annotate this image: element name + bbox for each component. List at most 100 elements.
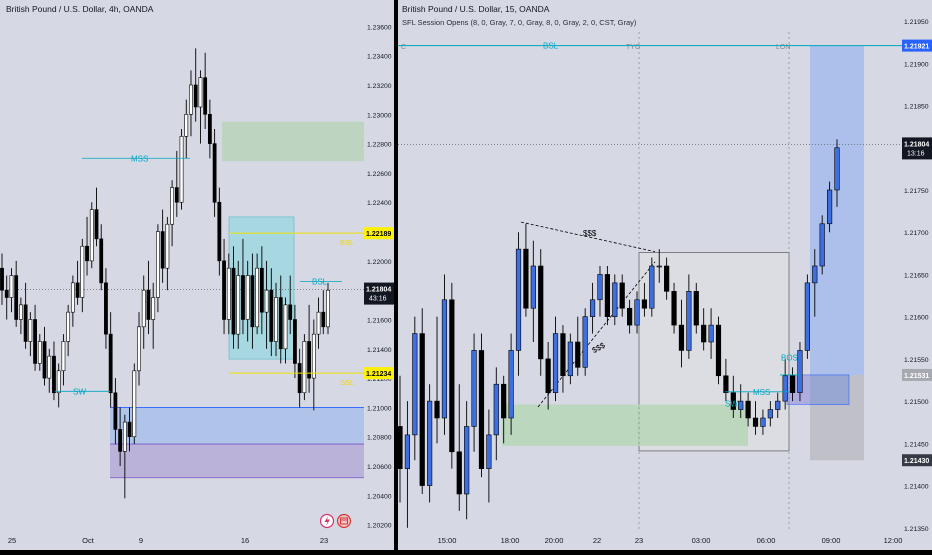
candle <box>189 70 193 137</box>
candle <box>226 253 231 335</box>
candle-body <box>28 319 33 342</box>
candle <box>404 401 411 528</box>
price-tick-label: 1.21000 <box>367 405 392 412</box>
panel-divider[interactable] <box>394 0 398 550</box>
candle <box>151 282 156 349</box>
candle-body <box>217 201 222 262</box>
calendar-event-icon[interactable] <box>336 513 352 529</box>
candle-body <box>288 304 293 320</box>
price-tick-label: 1.21850 <box>904 104 929 111</box>
current-price-marker-bg <box>902 137 932 160</box>
candle <box>4 275 9 320</box>
candle-body <box>203 77 208 115</box>
candle-body <box>52 355 56 394</box>
candle-body <box>198 77 203 108</box>
candle <box>449 282 455 469</box>
chart-4h-price-axis[interactable]: 1.23600 1.23400 1.23200 1.23000 1.22800 1.226… <box>364 24 394 530</box>
candle-body <box>4 289 9 298</box>
candle-body <box>259 267 264 313</box>
candle-body <box>834 147 840 191</box>
candle-body <box>619 282 625 309</box>
level-marker-value: 1.21234 <box>366 371 391 378</box>
candle-body <box>113 392 118 430</box>
chart-4h-plot[interactable]: MSS SW BSL BSL SSL <box>0 48 364 499</box>
candle-body <box>255 267 260 328</box>
candle-body <box>641 299 648 309</box>
session-label-lon: LON <box>776 44 790 51</box>
candle <box>9 268 14 313</box>
left-axis-bg <box>364 0 394 550</box>
candle <box>834 139 840 207</box>
lightning-icon[interactable] <box>319 513 335 529</box>
candle-body <box>99 238 104 284</box>
candle-body <box>141 289 146 328</box>
candle <box>75 260 80 305</box>
candle <box>552 316 559 402</box>
candle <box>738 384 744 418</box>
candle-body <box>321 311 326 328</box>
candle <box>170 180 174 247</box>
candle-body <box>419 333 425 486</box>
candle <box>804 274 810 359</box>
price-tick-label: 1.21750 <box>904 188 929 195</box>
candle-body <box>18 304 23 320</box>
candle-body <box>122 421 127 452</box>
candle-body <box>293 319 297 364</box>
candle-body <box>782 375 788 402</box>
candle-body <box>449 299 455 453</box>
candle <box>165 216 170 291</box>
candle <box>597 266 603 317</box>
candle-body <box>274 297 278 342</box>
candle-body <box>715 324 722 377</box>
candle-body <box>508 350 514 419</box>
candle <box>80 238 85 313</box>
chart-4h-time-axis[interactable]: 25 Oct 9 16 23 <box>8 536 328 545</box>
candle <box>708 308 714 359</box>
candle-body <box>33 319 37 364</box>
current-price-marker-value: 1.21804 <box>366 287 391 294</box>
price-tick-label: 1.21500 <box>904 399 929 406</box>
candle <box>775 392 781 418</box>
candle <box>104 268 108 349</box>
candle-body <box>89 209 94 262</box>
candle <box>826 181 833 233</box>
candle <box>311 319 316 411</box>
price-tick-label: 1.20600 <box>367 464 392 471</box>
candle-body <box>434 400 440 419</box>
candle-body <box>819 223 825 267</box>
chart-15m-price-axis[interactable]: 1.219501.219001.218501.218001.217501.217… <box>902 19 932 533</box>
time-tick-label: 23 <box>635 536 643 545</box>
candle-body <box>464 426 470 495</box>
candle-body <box>804 282 810 351</box>
candle <box>797 342 803 402</box>
candle <box>789 367 796 402</box>
candle-body <box>767 409 773 419</box>
candle <box>250 253 255 349</box>
candle <box>23 282 28 349</box>
candle-body <box>189 84 193 115</box>
candle <box>419 308 425 494</box>
candle <box>269 268 274 357</box>
candle-body <box>316 311 321 335</box>
chart-15m-time-axis[interactable]: 15:00 18:00 20:00 22 23 03:00 06:00 09:00 12:00 <box>438 536 903 545</box>
candle <box>122 414 127 499</box>
candle <box>278 275 283 364</box>
candle-body <box>745 400 751 419</box>
candle <box>156 224 160 313</box>
candle <box>501 375 507 444</box>
candle-body <box>575 341 581 368</box>
candle <box>66 304 71 357</box>
candle <box>118 407 123 467</box>
candle <box>730 375 736 418</box>
candle <box>0 253 4 305</box>
candle <box>14 260 19 327</box>
candle <box>745 392 751 427</box>
price-tick-label: 1.21400 <box>904 484 929 491</box>
candle-body <box>597 274 603 301</box>
candle-body <box>160 231 165 269</box>
candle-body <box>70 282 75 313</box>
candle-body <box>245 275 250 320</box>
candle <box>141 275 146 349</box>
price-tick-label: 1.21450 <box>904 441 929 448</box>
